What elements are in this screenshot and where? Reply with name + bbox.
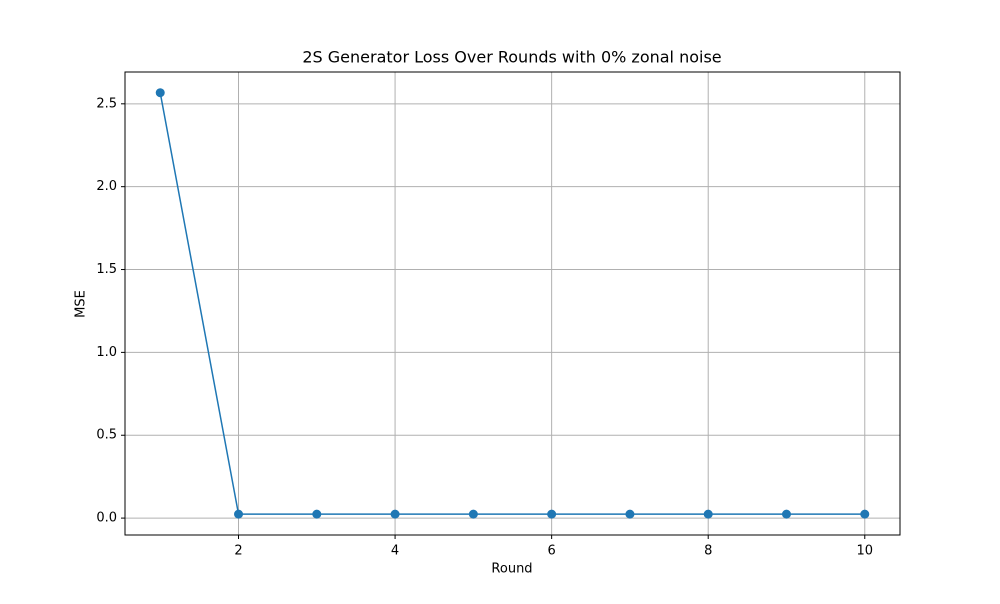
x-tick-label: 4: [391, 544, 399, 559]
y-axis-label: MSE: [74, 290, 89, 318]
x-tick-label: 10: [856, 544, 873, 559]
data-point: [312, 509, 322, 519]
y-tick-label: 2.0: [96, 179, 117, 194]
chart-title: 2S Generator Loss Over Rounds with 0% zo…: [302, 48, 721, 67]
data-point: [625, 509, 635, 519]
data-line: [159, 92, 865, 515]
data-point: [468, 509, 478, 519]
data-point: [781, 509, 791, 519]
y-tick-label: 2.5: [96, 96, 117, 111]
x-tick-label: 8: [704, 544, 712, 559]
data-point: [390, 509, 400, 519]
data-point: [547, 509, 557, 519]
data-point: [860, 509, 870, 519]
data-point: [703, 509, 713, 519]
x-tick-label: 6: [548, 544, 556, 559]
y-tick-label: 1.0: [96, 345, 117, 360]
x-tick-label: 2: [234, 544, 242, 559]
y-tick-label: 1.5: [96, 262, 117, 277]
x-axis-label: Round: [491, 562, 532, 577]
data-point: [234, 509, 244, 519]
plot-frame: [124, 71, 901, 536]
y-tick-label: 0.0: [96, 511, 117, 526]
data-point: [155, 88, 165, 98]
y-tick-label: 0.5: [96, 428, 117, 443]
